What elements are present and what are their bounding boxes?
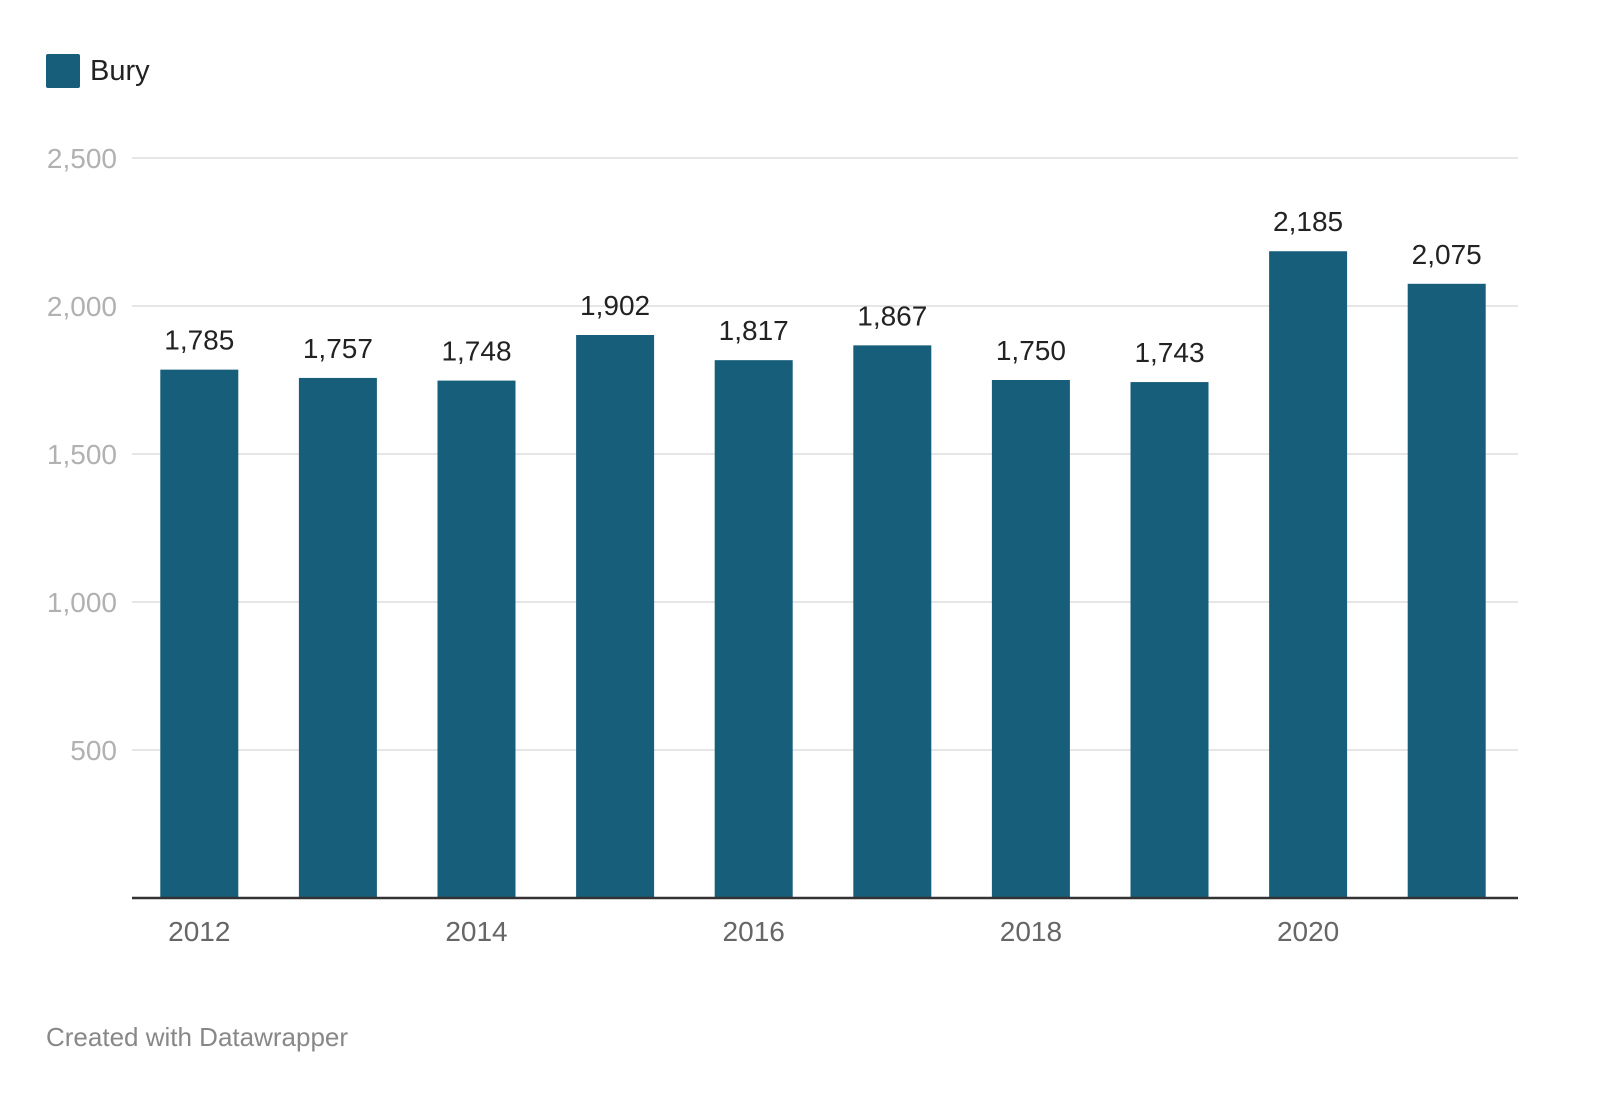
bar-value-label: 2,185 (1273, 206, 1343, 237)
y-tick-label: 1,000 (47, 587, 117, 618)
footer-credit: Created with Datawrapper (46, 1022, 349, 1052)
y-tick-label: 1,500 (47, 439, 117, 470)
bar (853, 345, 932, 898)
bar-value-label: 1,757 (303, 333, 373, 364)
bar (437, 380, 516, 898)
x-tick-label: 2018 (1000, 916, 1062, 947)
bar-value-label: 1,750 (996, 335, 1066, 366)
x-tick-label: 2014 (445, 916, 507, 947)
bar (1269, 251, 1348, 899)
y-tick-label: 2,500 (47, 143, 117, 174)
bar (1130, 382, 1209, 898)
bar (714, 360, 793, 899)
bar (160, 369, 239, 898)
bar-value-label: 2,075 (1412, 239, 1482, 270)
legend-swatch (46, 54, 80, 88)
x-tick-label: 2016 (723, 916, 785, 947)
bar (1407, 283, 1486, 898)
y-tick-label: 500 (70, 735, 117, 766)
bar (298, 377, 377, 899)
x-tick-label: 2020 (1277, 916, 1339, 947)
bar-value-label: 1,748 (441, 336, 511, 367)
bar (991, 380, 1070, 898)
bar-value-label: 1,785 (164, 325, 234, 356)
bar-value-label: 1,902 (580, 290, 650, 321)
y-tick-label: 2,000 (47, 291, 117, 322)
legend-label: Bury (90, 54, 150, 87)
bar-value-label: 1,817 (719, 315, 789, 346)
x-tick-label: 2012 (168, 916, 230, 947)
bar (576, 335, 655, 898)
bar-value-label: 1,743 (1134, 337, 1204, 368)
legend: Bury (46, 54, 150, 88)
bar-value-label: 1,867 (857, 300, 927, 331)
